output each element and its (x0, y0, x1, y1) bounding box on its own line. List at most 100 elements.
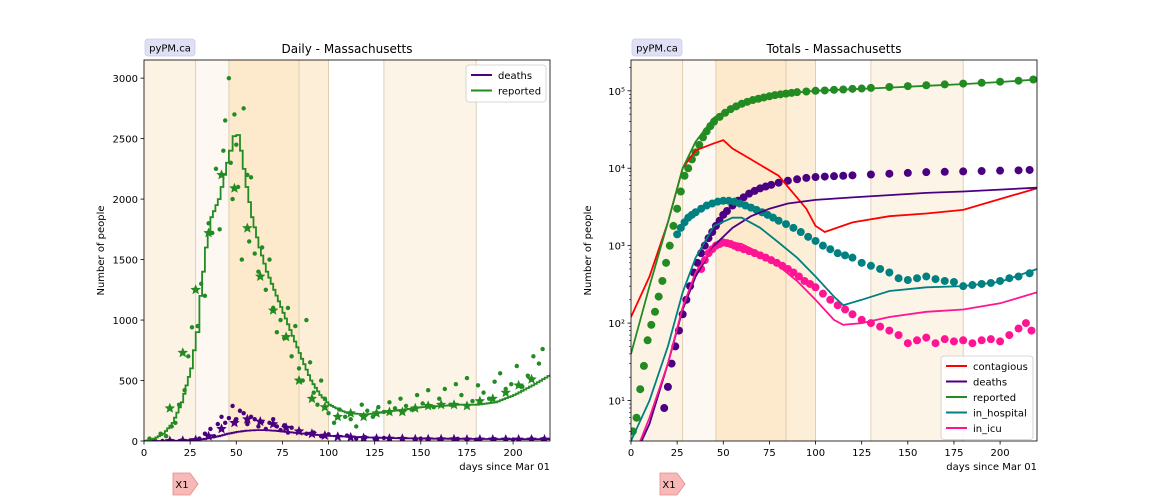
data-point-in_hospital (719, 196, 728, 205)
data-point-reported (263, 287, 268, 293)
data-point-reported (654, 292, 663, 301)
data-point-star-deaths (177, 435, 188, 441)
data-point-reported (256, 269, 261, 274)
marker-arrow (659, 472, 686, 496)
data-point-reported (669, 221, 678, 230)
series-line-reported (144, 134, 550, 441)
data-point-deaths (667, 359, 676, 368)
data-point-star-reported (474, 395, 486, 406)
data-point-deaths (208, 426, 213, 432)
period-band (476, 60, 550, 441)
data-point-reported (331, 420, 337, 426)
y-tick-label: 2000 (113, 195, 138, 206)
data-point-in_hospital (949, 277, 958, 286)
data-point-reported (248, 175, 254, 180)
x-tick-label: 150 (898, 448, 917, 459)
x-tick-label: 150 (411, 448, 430, 459)
data-point-deaths (767, 180, 776, 189)
data-point-reported (293, 323, 298, 329)
period-band (383, 60, 477, 441)
data-point-in_icu (940, 335, 949, 344)
data-point-reported (365, 408, 370, 413)
chart-title: Totals - Massachusetts (766, 42, 902, 56)
data-point-deaths (693, 258, 702, 267)
data-point-reported (223, 118, 228, 123)
badge-label: pyPM.ca (636, 44, 678, 55)
data-point-reported (470, 398, 475, 404)
data-point-in_hospital (673, 230, 682, 239)
period-bands (144, 60, 550, 441)
data-point-star-reported (513, 379, 524, 390)
data-point-deaths (977, 167, 986, 176)
series-line-in_icu (639, 241, 1037, 441)
data-point-reported (636, 385, 645, 394)
data-point-star-reported (293, 375, 305, 385)
data-point-in_hospital (811, 236, 820, 245)
data-point-in_icu (794, 272, 803, 281)
data-point-reported (459, 392, 464, 398)
legend-label-in_icu: in_icu (973, 424, 1002, 435)
data-point-reported (665, 241, 674, 250)
data-point-star-deaths (268, 418, 279, 429)
data-point-in_icu (949, 337, 958, 346)
data-point-star-reported (526, 373, 537, 384)
data-point-in_hospital (782, 220, 791, 229)
data-point-reported (492, 379, 497, 384)
data-point-deaths (223, 420, 228, 426)
data-point-reported (226, 75, 232, 81)
data-point-in_hospital (913, 274, 922, 283)
data-point-reported (217, 227, 222, 232)
data-point-deaths (885, 169, 894, 178)
data-point-star-reported (435, 399, 447, 410)
data-point-in_hospital (789, 223, 798, 232)
data-point-deaths (241, 410, 246, 416)
badge-box (631, 38, 683, 57)
series-lines (631, 78, 1037, 441)
data-point-deaths (830, 172, 838, 181)
period-band (786, 60, 816, 441)
data-point-deaths (1014, 166, 1023, 175)
data-point-reported (376, 404, 381, 410)
legend: deaths reported (465, 64, 547, 103)
series-line-reported (631, 78, 1037, 355)
data-point-star-deaths (255, 416, 266, 427)
y-tick-label: 10² (608, 319, 625, 330)
data-point-in_icu (959, 336, 968, 345)
data-point-star-reported (177, 347, 188, 358)
data-point-reported (232, 112, 237, 117)
data-point-in_hospital (804, 232, 813, 241)
data-point-star-deaths (164, 435, 176, 441)
data-point-reported (274, 329, 280, 335)
legend-label-contagious: contagious (973, 362, 1028, 373)
y-tick-label: 10³ (608, 242, 625, 253)
period-band (228, 60, 300, 441)
data-point-reported (658, 276, 667, 285)
data-point-reported (318, 378, 324, 383)
data-point-star-deaths (280, 422, 292, 433)
data-point-in_hospital (903, 276, 912, 285)
data-point-in_hospital (857, 258, 866, 267)
data-point-star-deaths (306, 428, 318, 439)
data-point-reported (643, 336, 652, 345)
x-tick-label: 175 (944, 448, 963, 459)
data-point-star-deaths (242, 413, 253, 424)
legend-label-in_hospital: in_hospital (973, 409, 1027, 420)
data-point-star-reported (255, 271, 266, 281)
data-point-deaths (866, 170, 875, 179)
y-tick-label: 10¹ (608, 397, 625, 408)
data-point-star-reported (319, 401, 331, 412)
x-axis-label: days since Mar 01 (946, 462, 1037, 473)
data-point-reported (392, 406, 398, 411)
data-point-in_icu (789, 268, 798, 277)
data-point-reported (650, 307, 659, 316)
data-point-in_hospital (885, 268, 894, 277)
data-point-deaths (940, 167, 949, 176)
data-point-reported (189, 325, 195, 330)
data-point-reported (475, 383, 481, 388)
data-point-reported (307, 360, 313, 365)
data-point-reported (267, 257, 272, 262)
data-point-reported (221, 148, 226, 153)
data-point-star-reported (164, 402, 176, 413)
data-point-in_icu (913, 336, 922, 345)
x-tick-label: 0 (628, 448, 634, 459)
